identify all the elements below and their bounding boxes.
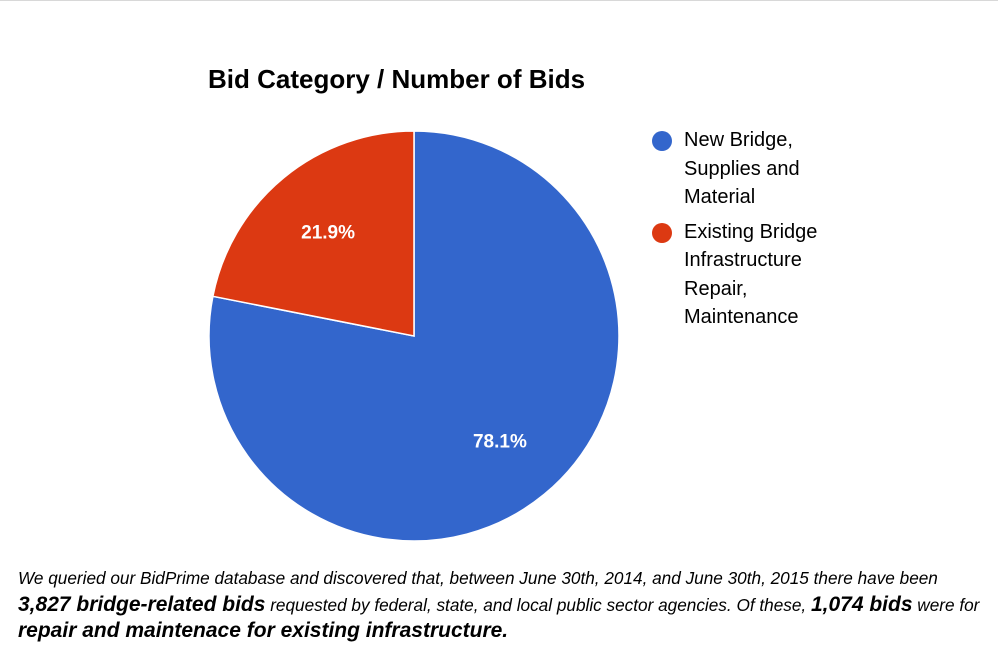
- caption-bold-repair-phrase: repair and maintenace for existing infra…: [18, 619, 509, 642]
- pie-label-existing-bridge: 21.9%: [301, 222, 355, 243]
- pie-slice-existing-bridge[interactable]: [211, 130, 415, 337]
- caption-bold-bid-count: 3,827 bridge-related bids: [18, 592, 266, 616]
- caption-bold-repair-count: 1,074 bids: [810, 592, 913, 616]
- pie-label-new-bridge: 78.1%: [473, 432, 527, 453]
- pie-chart: 78.1% 21.9%: [208, 130, 620, 542]
- legend-item-new-bridge[interactable]: New Bridge, Supplies and Material: [652, 126, 902, 212]
- legend-label-existing-bridge: Existing Bridge Infrastructure Repair, M…: [684, 220, 818, 329]
- caption-part-1: We queried our BidPrime database and dis…: [18, 568, 938, 588]
- legend-item-existing-bridge[interactable]: Existing Bridge Infrastructure Repair, M…: [652, 218, 902, 332]
- legend-swatch-existing-bridge: [652, 222, 672, 243]
- legend: New Bridge, Supplies and Material Existi…: [652, 126, 902, 338]
- caption-part-3: were for: [912, 594, 980, 615]
- top-rule: [0, 0, 998, 1]
- caption-part-2: requested by federal, state, and local p…: [265, 594, 811, 615]
- chart-title: Bid Category / Number of Bids: [208, 64, 586, 94]
- caption-text: We queried our BidPrime database and dis…: [18, 565, 993, 645]
- legend-swatch-new-bridge: [652, 131, 672, 151]
- legend-label-new-bridge: New Bridge, Supplies and Material: [684, 129, 800, 208]
